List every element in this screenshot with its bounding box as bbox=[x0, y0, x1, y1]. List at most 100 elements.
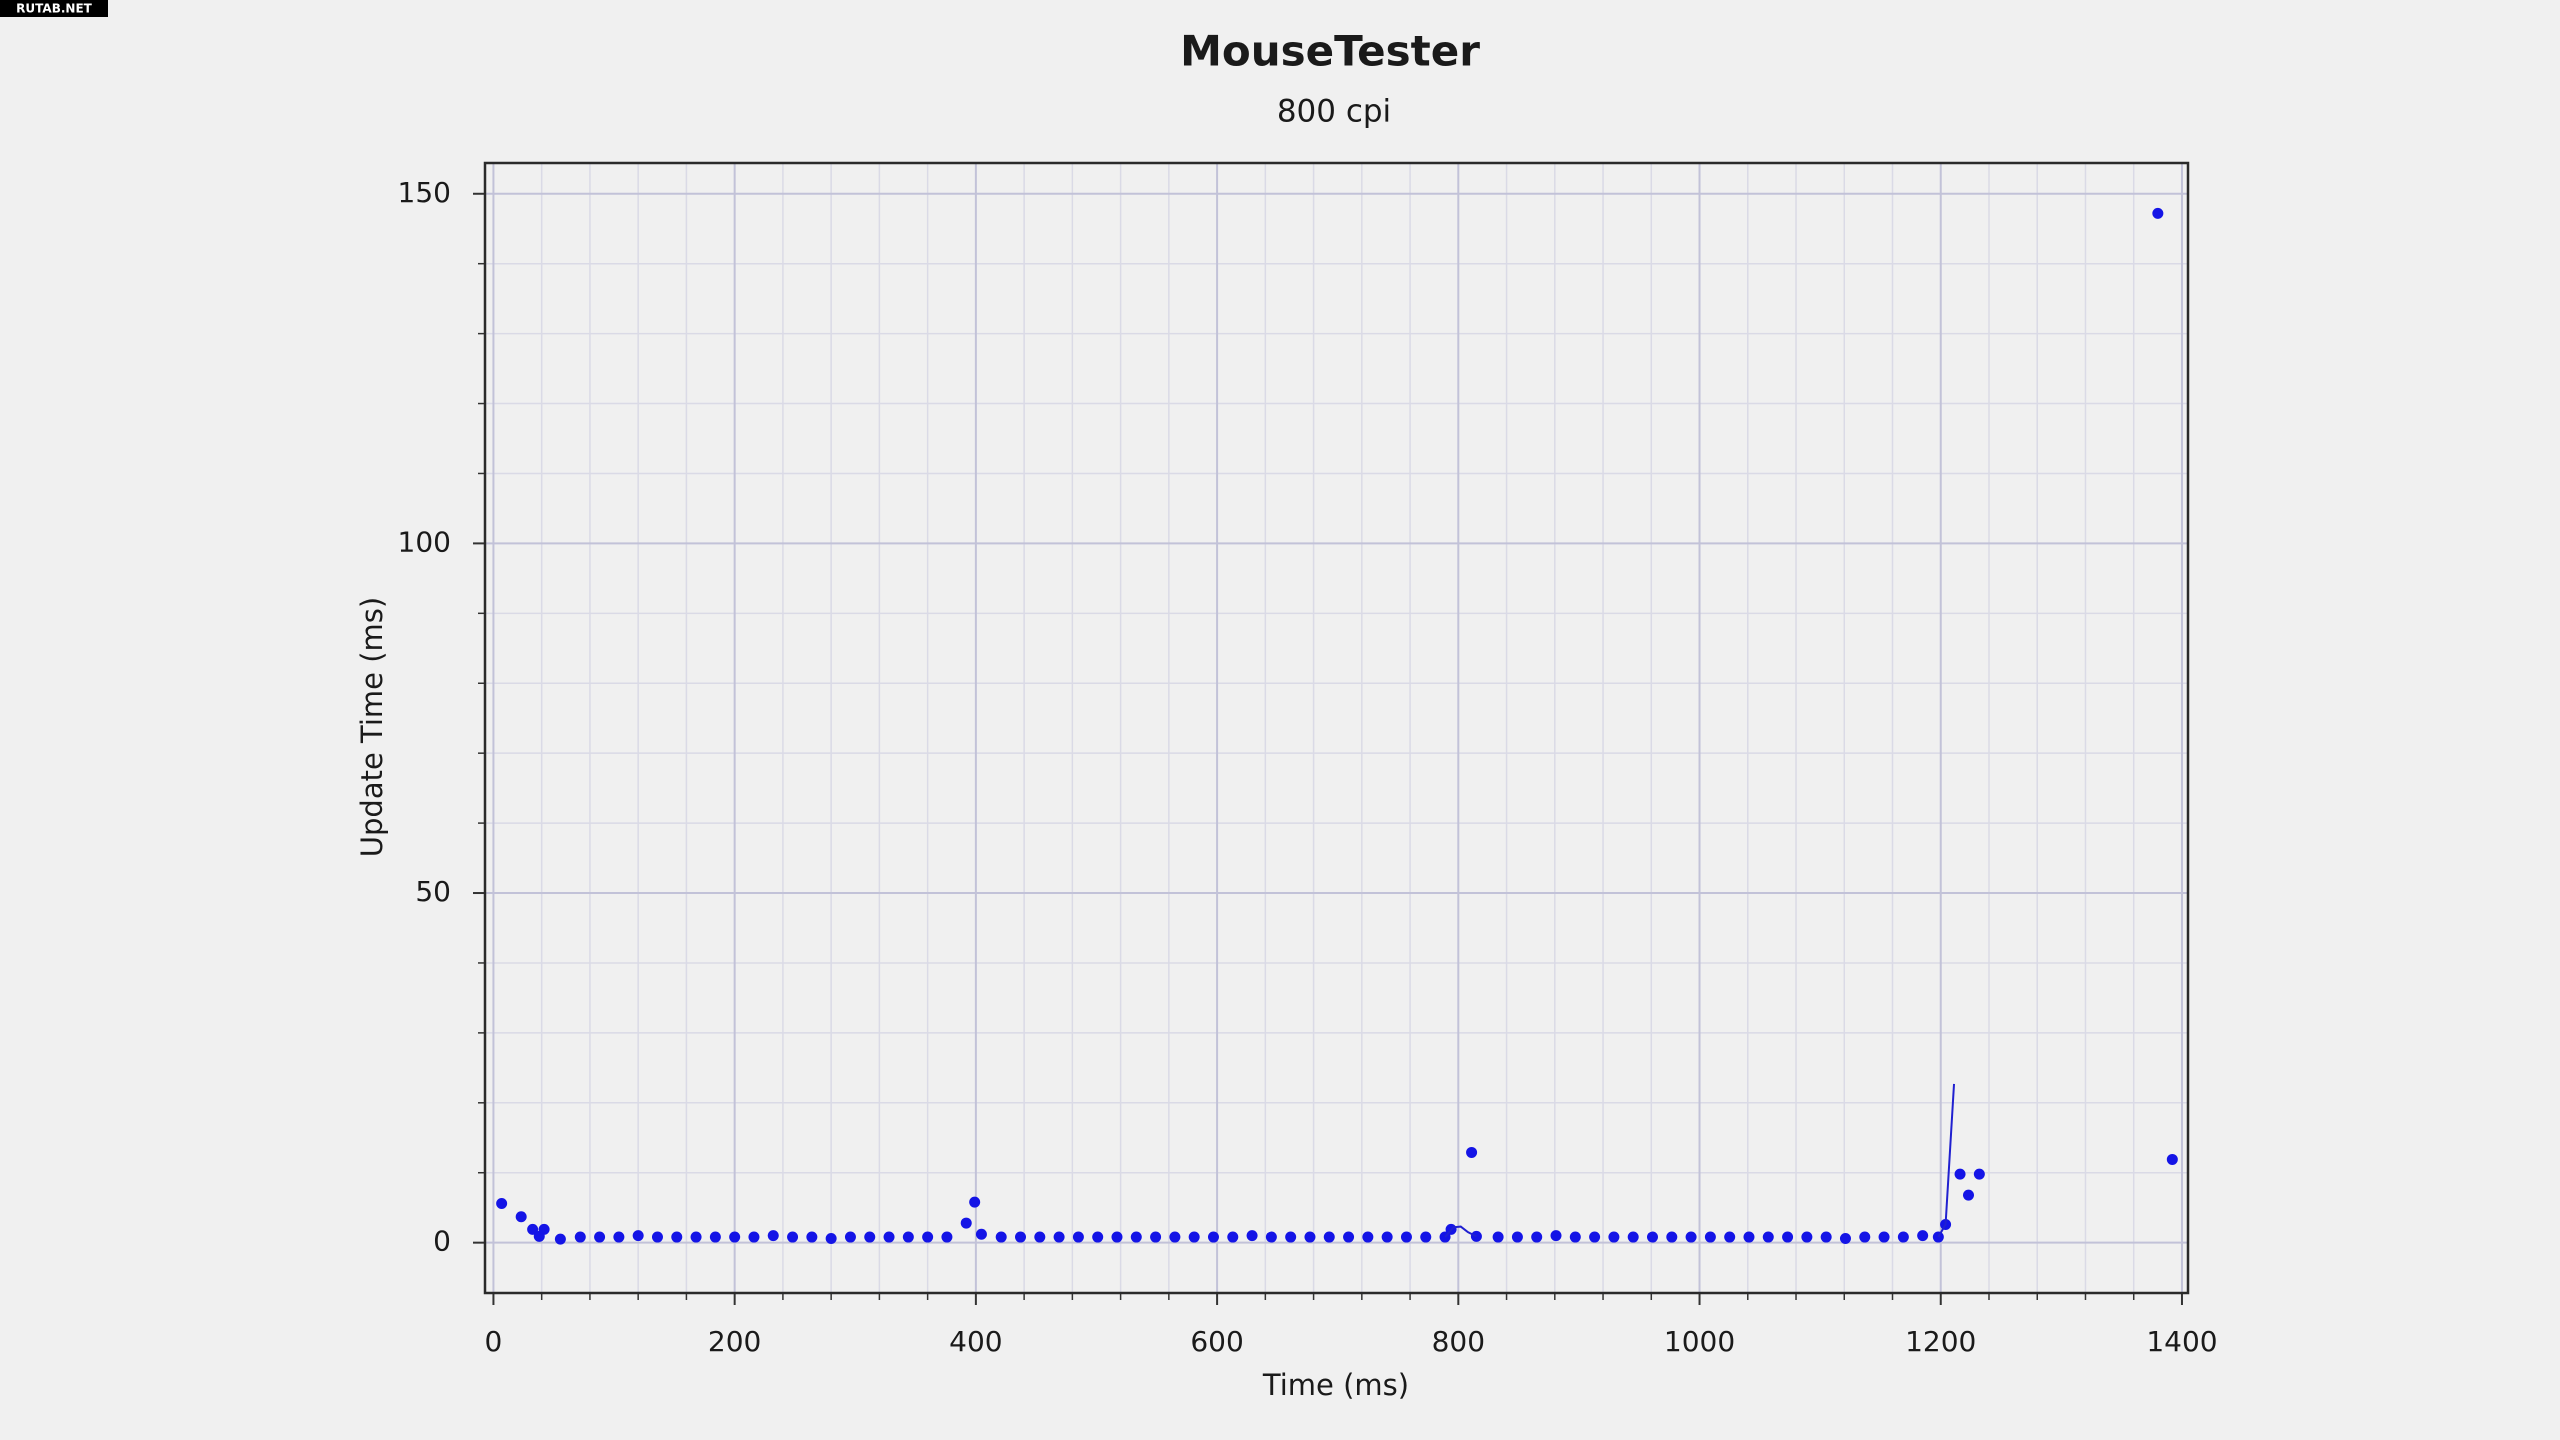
data-point bbox=[2152, 207, 2164, 219]
data-point bbox=[632, 1230, 644, 1242]
data-point bbox=[690, 1231, 702, 1243]
data-point bbox=[1569, 1231, 1581, 1243]
x-tick-label: 600 bbox=[1190, 1325, 1243, 1358]
data-point bbox=[554, 1233, 566, 1245]
data-point bbox=[1550, 1230, 1562, 1242]
data-point bbox=[1285, 1231, 1297, 1243]
data-point bbox=[538, 1223, 550, 1235]
data-point bbox=[709, 1231, 721, 1243]
data-point bbox=[969, 1196, 981, 1208]
x-tick-label: 0 bbox=[485, 1325, 503, 1358]
x-tick-label: 1000 bbox=[1664, 1325, 1735, 1358]
data-point bbox=[1627, 1231, 1639, 1243]
data-line bbox=[1444, 1083, 1956, 1238]
data-point bbox=[527, 1223, 539, 1235]
data-point bbox=[1724, 1231, 1736, 1243]
data-point bbox=[1608, 1231, 1620, 1243]
data-point bbox=[1207, 1231, 1219, 1243]
data-point bbox=[2166, 1153, 2178, 1165]
y-tick-label: 150 bbox=[398, 176, 451, 209]
data-point bbox=[1362, 1231, 1374, 1243]
data-point bbox=[1227, 1231, 1239, 1243]
x-tick-label: 800 bbox=[1432, 1325, 1485, 1358]
data-point bbox=[1466, 1146, 1478, 1158]
x-tick-label: 1400 bbox=[2146, 1325, 2217, 1358]
chart-subtitle: 800 cpi bbox=[1277, 94, 1391, 130]
y-tick-label: 50 bbox=[415, 875, 451, 908]
data-point bbox=[1343, 1231, 1355, 1243]
data-point bbox=[1053, 1231, 1065, 1243]
data-point bbox=[1685, 1231, 1697, 1243]
x-tick-label: 200 bbox=[708, 1325, 761, 1358]
data-point bbox=[1492, 1231, 1504, 1243]
data-point bbox=[1420, 1231, 1432, 1243]
data-point bbox=[1111, 1231, 1123, 1243]
data-point bbox=[975, 1228, 987, 1240]
x-axis-label: Time (ms) bbox=[1262, 1368, 1409, 1402]
data-point bbox=[960, 1217, 972, 1229]
data-point bbox=[574, 1231, 586, 1243]
data-point bbox=[1323, 1231, 1335, 1243]
data-point bbox=[1400, 1231, 1412, 1243]
data-point bbox=[1646, 1231, 1658, 1243]
data-point bbox=[1072, 1231, 1084, 1243]
data-point bbox=[787, 1231, 799, 1243]
watermark-box bbox=[0, 0, 108, 17]
data-point bbox=[1188, 1231, 1200, 1243]
y-tick-label: 100 bbox=[398, 525, 451, 558]
chart-title: MouseTester bbox=[1180, 27, 1480, 76]
data-point bbox=[1962, 1189, 1974, 1201]
data-point bbox=[1015, 1231, 1027, 1243]
data-point bbox=[1782, 1231, 1794, 1243]
data-point bbox=[1511, 1231, 1523, 1243]
y-axis-label: Update Time (ms) bbox=[355, 597, 389, 857]
data-point bbox=[1589, 1231, 1601, 1243]
data-point bbox=[1381, 1231, 1393, 1243]
data-point bbox=[729, 1231, 741, 1243]
data-point bbox=[1897, 1231, 1909, 1243]
data-point bbox=[941, 1231, 953, 1243]
data-point bbox=[1801, 1231, 1813, 1243]
data-point bbox=[1034, 1231, 1046, 1243]
y-tick-label: 0 bbox=[433, 1225, 451, 1258]
data-point bbox=[1704, 1231, 1716, 1243]
data-point bbox=[864, 1231, 876, 1243]
data-point bbox=[1150, 1231, 1162, 1243]
data-point bbox=[651, 1231, 663, 1243]
plot-area bbox=[485, 163, 2188, 1293]
data-point bbox=[1130, 1231, 1142, 1243]
data-point bbox=[748, 1231, 760, 1243]
plot-border bbox=[483, 161, 2190, 1295]
watermark: RUTAB.NET bbox=[16, 2, 92, 16]
data-point bbox=[1246, 1230, 1258, 1242]
data-point bbox=[1092, 1231, 1104, 1243]
data-point bbox=[1954, 1168, 1966, 1180]
data-point bbox=[1265, 1231, 1277, 1243]
data-point bbox=[515, 1211, 527, 1223]
data-point bbox=[1169, 1231, 1181, 1243]
data-point bbox=[883, 1231, 895, 1243]
data-point bbox=[1743, 1231, 1755, 1243]
data-point bbox=[1304, 1231, 1316, 1243]
data-point bbox=[922, 1231, 934, 1243]
data-point bbox=[496, 1197, 508, 1209]
data-point bbox=[902, 1231, 914, 1243]
data-point bbox=[671, 1231, 683, 1243]
data-point bbox=[1917, 1230, 1929, 1242]
x-tick-label: 400 bbox=[949, 1325, 1002, 1358]
data-point bbox=[806, 1231, 818, 1243]
data-point bbox=[1839, 1232, 1851, 1244]
x-tick-label: 1200 bbox=[1905, 1325, 1976, 1358]
data-point bbox=[825, 1232, 837, 1244]
data-point bbox=[995, 1231, 1007, 1243]
data-point bbox=[1762, 1231, 1774, 1243]
data-point bbox=[1820, 1231, 1832, 1243]
data-point bbox=[844, 1231, 856, 1243]
data-point bbox=[1531, 1231, 1543, 1243]
data-point bbox=[1878, 1231, 1890, 1243]
data-point bbox=[613, 1231, 625, 1243]
data-point bbox=[1973, 1168, 1985, 1180]
data-point bbox=[767, 1230, 779, 1242]
